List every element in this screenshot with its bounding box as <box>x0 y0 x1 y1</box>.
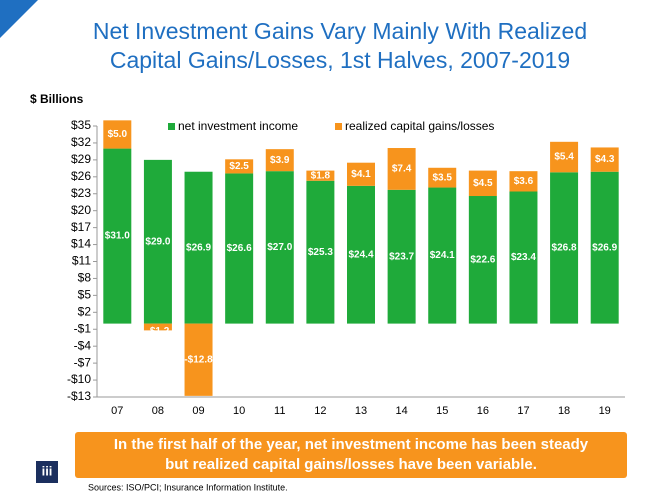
x-tick-label: 19 <box>599 405 611 417</box>
legend-swatch <box>335 123 342 130</box>
value-label: $24.4 <box>348 249 373 260</box>
y-tick-label: $14 <box>71 237 91 251</box>
y-tick-label: -$4 <box>74 338 92 352</box>
x-tick-label: 16 <box>477 405 489 417</box>
value-label: $26.8 <box>552 243 577 254</box>
bar-segment <box>387 189 416 324</box>
y-tick-label: $32 <box>71 135 91 149</box>
y-tick-label: $11 <box>72 254 91 268</box>
value-label: $23.4 <box>511 252 536 263</box>
y-tick-label: -$7 <box>74 355 92 369</box>
value-label: $2.5 <box>229 161 249 172</box>
value-label: $26.9 <box>592 242 617 253</box>
legend-swatch <box>168 123 175 130</box>
bar-segment <box>347 185 375 324</box>
bar-segment <box>387 148 416 190</box>
value-label: $4.5 <box>473 178 493 189</box>
value-label: $27.0 <box>267 242 292 253</box>
y-tick-label: $8 <box>78 271 92 285</box>
y-tick-label: $29 <box>71 152 91 166</box>
x-tick-label: 08 <box>152 405 164 417</box>
annotation: In the first half of the year, net inves… <box>114 436 589 453</box>
x-tick-label: 15 <box>436 405 448 417</box>
y-axis-label: $ Billions <box>30 92 84 106</box>
value-label: $3.5 <box>432 172 452 183</box>
x-tick-label: 18 <box>558 405 570 417</box>
value-label: $23.7 <box>389 251 414 262</box>
corner-triangle <box>0 0 38 38</box>
y-tick-label: -$1 <box>74 321 92 335</box>
bar-segment <box>143 159 172 324</box>
bar-segment <box>225 159 254 174</box>
x-tick-label: 12 <box>314 405 326 417</box>
legend-label: net investment income <box>178 119 298 133</box>
value-label: $26.6 <box>227 243 252 254</box>
logo-box <box>36 461 58 483</box>
bar-segment <box>468 170 497 197</box>
chart-title: Capital Gains/Losses, 1st Halves, 2007-2… <box>110 47 570 73</box>
y-tick-label: $26 <box>71 169 91 183</box>
value-label: $1.8 <box>311 170 331 181</box>
bar-segment <box>103 148 132 324</box>
value-label: -$12.8 <box>184 354 213 365</box>
y-tick-label: $35 <box>71 118 91 132</box>
bar-segment <box>590 147 619 172</box>
bar-segment <box>184 323 213 396</box>
bar-segment <box>265 171 294 324</box>
bar-segment <box>550 141 579 173</box>
y-tick-label: $20 <box>71 203 91 217</box>
value-label: $25.3 <box>308 247 333 258</box>
value-label: $5.0 <box>108 129 128 140</box>
logo: iii <box>42 463 53 478</box>
value-label: $3.6 <box>514 176 534 187</box>
x-tick-label: 14 <box>395 405 407 417</box>
value-label: $5.4 <box>554 152 574 163</box>
value-label: $31.0 <box>105 231 130 242</box>
y-tick-label: $17 <box>71 220 91 234</box>
value-label: $26.9 <box>186 242 211 253</box>
x-tick-label: 07 <box>111 405 123 417</box>
bar-segment <box>347 162 375 186</box>
value-label: -$1.2 <box>147 326 170 337</box>
bar-segment <box>265 149 294 172</box>
bar-segment <box>225 173 254 324</box>
y-tick-label: $5 <box>78 288 92 302</box>
value-label: $4.1 <box>351 169 371 180</box>
bar-segment <box>428 167 457 188</box>
x-tick-label: 11 <box>274 405 285 417</box>
y-tick-label: $23 <box>71 186 91 200</box>
bar-segment <box>306 180 335 324</box>
value-label: $29.0 <box>145 236 170 247</box>
y-tick-label: -$10 <box>67 372 91 386</box>
annotation: but realized capital gains/losses have b… <box>165 456 537 473</box>
bar-segment <box>428 187 457 324</box>
value-label: $7.4 <box>392 164 412 175</box>
value-label: $4.3 <box>595 154 615 165</box>
value-label: $22.6 <box>470 254 495 265</box>
x-tick-label: 09 <box>192 405 204 417</box>
value-label: $24.1 <box>430 250 455 261</box>
value-label: $3.9 <box>270 155 290 166</box>
bar-segment <box>468 196 497 324</box>
bar-segment <box>509 191 538 324</box>
x-tick-label: 13 <box>355 405 367 417</box>
source: Sources: ISO/PCI; Insurance Information … <box>88 482 288 492</box>
annotation-banner <box>75 432 627 478</box>
x-tick-label: 10 <box>233 405 245 417</box>
bar-segment <box>550 172 579 324</box>
legend-label: realized capital gains/losses <box>345 119 494 133</box>
bar-segment <box>184 171 213 324</box>
y-tick-label: -$13 <box>67 389 91 403</box>
bar-segment <box>306 170 335 181</box>
bar-segment <box>590 171 619 324</box>
chart-title: Net Investment Gains Vary Mainly With Re… <box>93 18 587 44</box>
bar-segment <box>509 171 538 192</box>
y-tick-label: $2 <box>78 304 92 318</box>
bar-segment <box>103 120 132 149</box>
bar-segment <box>143 323 172 331</box>
x-tick-label: 17 <box>517 405 529 417</box>
